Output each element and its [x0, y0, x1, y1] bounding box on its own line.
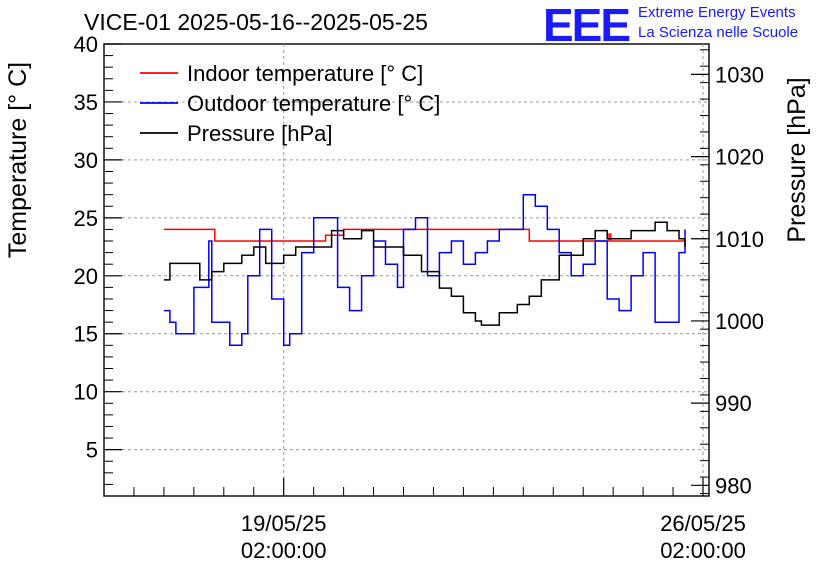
x-tick-label-date: 26/05/25	[660, 511, 746, 536]
logo-line-1: Extreme Energy Events	[638, 4, 796, 21]
logo-line-2: La Scienza nelle Scuole	[638, 24, 799, 41]
eee-logo: EEE	[543, 0, 631, 51]
y2-tick-label: 980	[715, 473, 752, 498]
y-tick-label: 15	[74, 322, 98, 347]
legend-label: Indoor temperature [° C]	[187, 61, 423, 86]
y2-tick-label: 1010	[715, 227, 764, 252]
plot-frame	[103, 43, 710, 497]
x-tick-label-time: 02:00:00	[660, 538, 746, 563]
y2-tick-label: 1030	[715, 62, 764, 87]
chart-title: VICE-01 2025-05-16--2025-05-25	[84, 9, 428, 35]
series-outdoor	[163, 193, 686, 347]
legend-label: Outdoor temperature [° C]	[187, 91, 440, 116]
grid-lines	[104, 44, 709, 496]
y-tick-label: 25	[74, 206, 98, 231]
x-tick-label-date: 19/05/25	[241, 511, 327, 536]
x-tick-label-time: 02:00:00	[241, 538, 327, 563]
series-pressure	[163, 221, 686, 326]
legend-label: Pressure [hPa]	[187, 121, 333, 146]
y2-tick-label: 1000	[715, 309, 764, 334]
series-lines	[163, 193, 686, 347]
y2-axis-title: Pressure [hPa]	[783, 77, 811, 242]
y2-tick-label: 1020	[715, 145, 764, 170]
y-tick-label: 30	[74, 148, 98, 173]
y-tick-label: 5	[86, 438, 98, 463]
axis-ticks: 5 10 15 20 25 30 35 40 980 990 1000 1010 1020 1030 19/…	[74, 32, 764, 563]
y-tick-label: 40	[74, 32, 98, 57]
y-tick-label: 35	[74, 90, 98, 115]
y-axis-title: Temperature [° C]	[4, 62, 32, 258]
y-tick-label: 20	[74, 264, 98, 289]
axis-labels: Temperature [° C] Pressure [hPa]	[4, 62, 811, 258]
y2-tick-label: 990	[715, 391, 752, 416]
y-tick-label: 10	[74, 380, 98, 405]
legend: Indoor temperature [° C] Outdoor temperat…	[140, 61, 440, 146]
